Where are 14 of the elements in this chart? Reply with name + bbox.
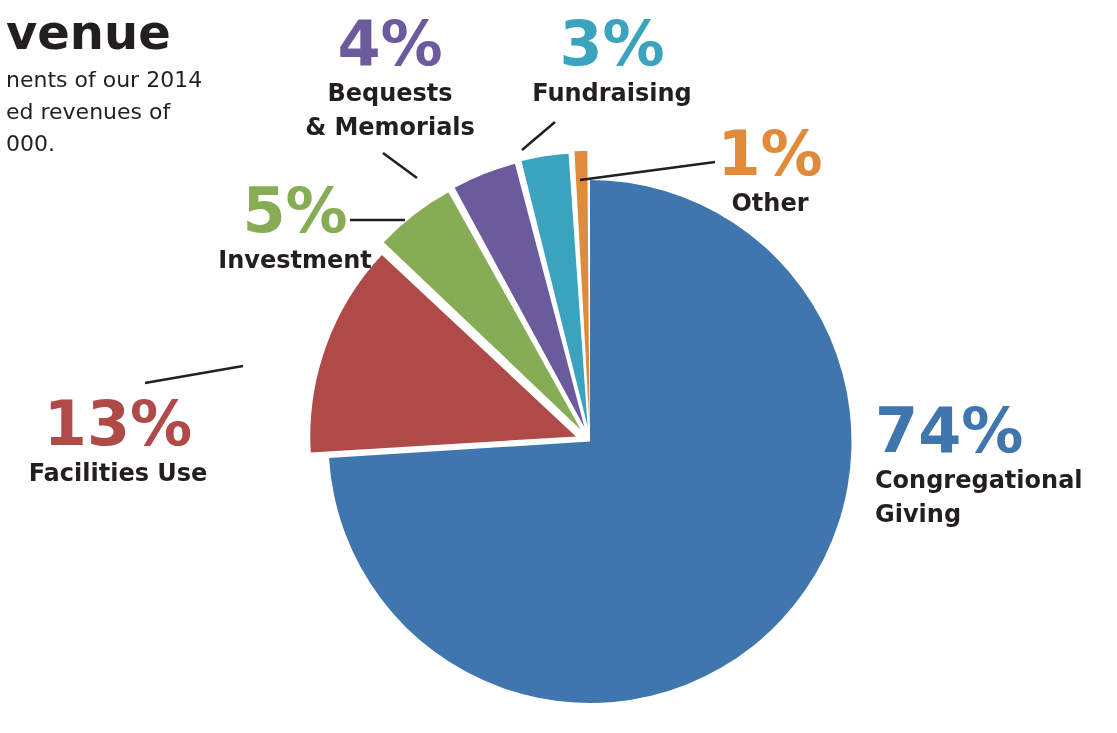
slice-label: Investment [218, 246, 372, 274]
data-label: 1% [717, 117, 823, 190]
slice-label: Fundraising [532, 79, 692, 107]
data-label: 5% [242, 174, 348, 247]
chart-title: venue [6, 4, 171, 60]
slice-label: Facilities Use [28, 459, 208, 487]
data-label: 3% [559, 7, 665, 80]
text: nents of our 2014 ed revenues of 000. [6, 66, 203, 158]
slice-label: Other [731, 189, 809, 217]
data-label: 74% [875, 394, 1024, 467]
data-label: 13% [43, 387, 193, 460]
data-label: 4% [337, 7, 443, 80]
slice-label: Bequests & Memorials [305, 79, 475, 141]
slice-label: Congregational Giving [875, 466, 1083, 528]
